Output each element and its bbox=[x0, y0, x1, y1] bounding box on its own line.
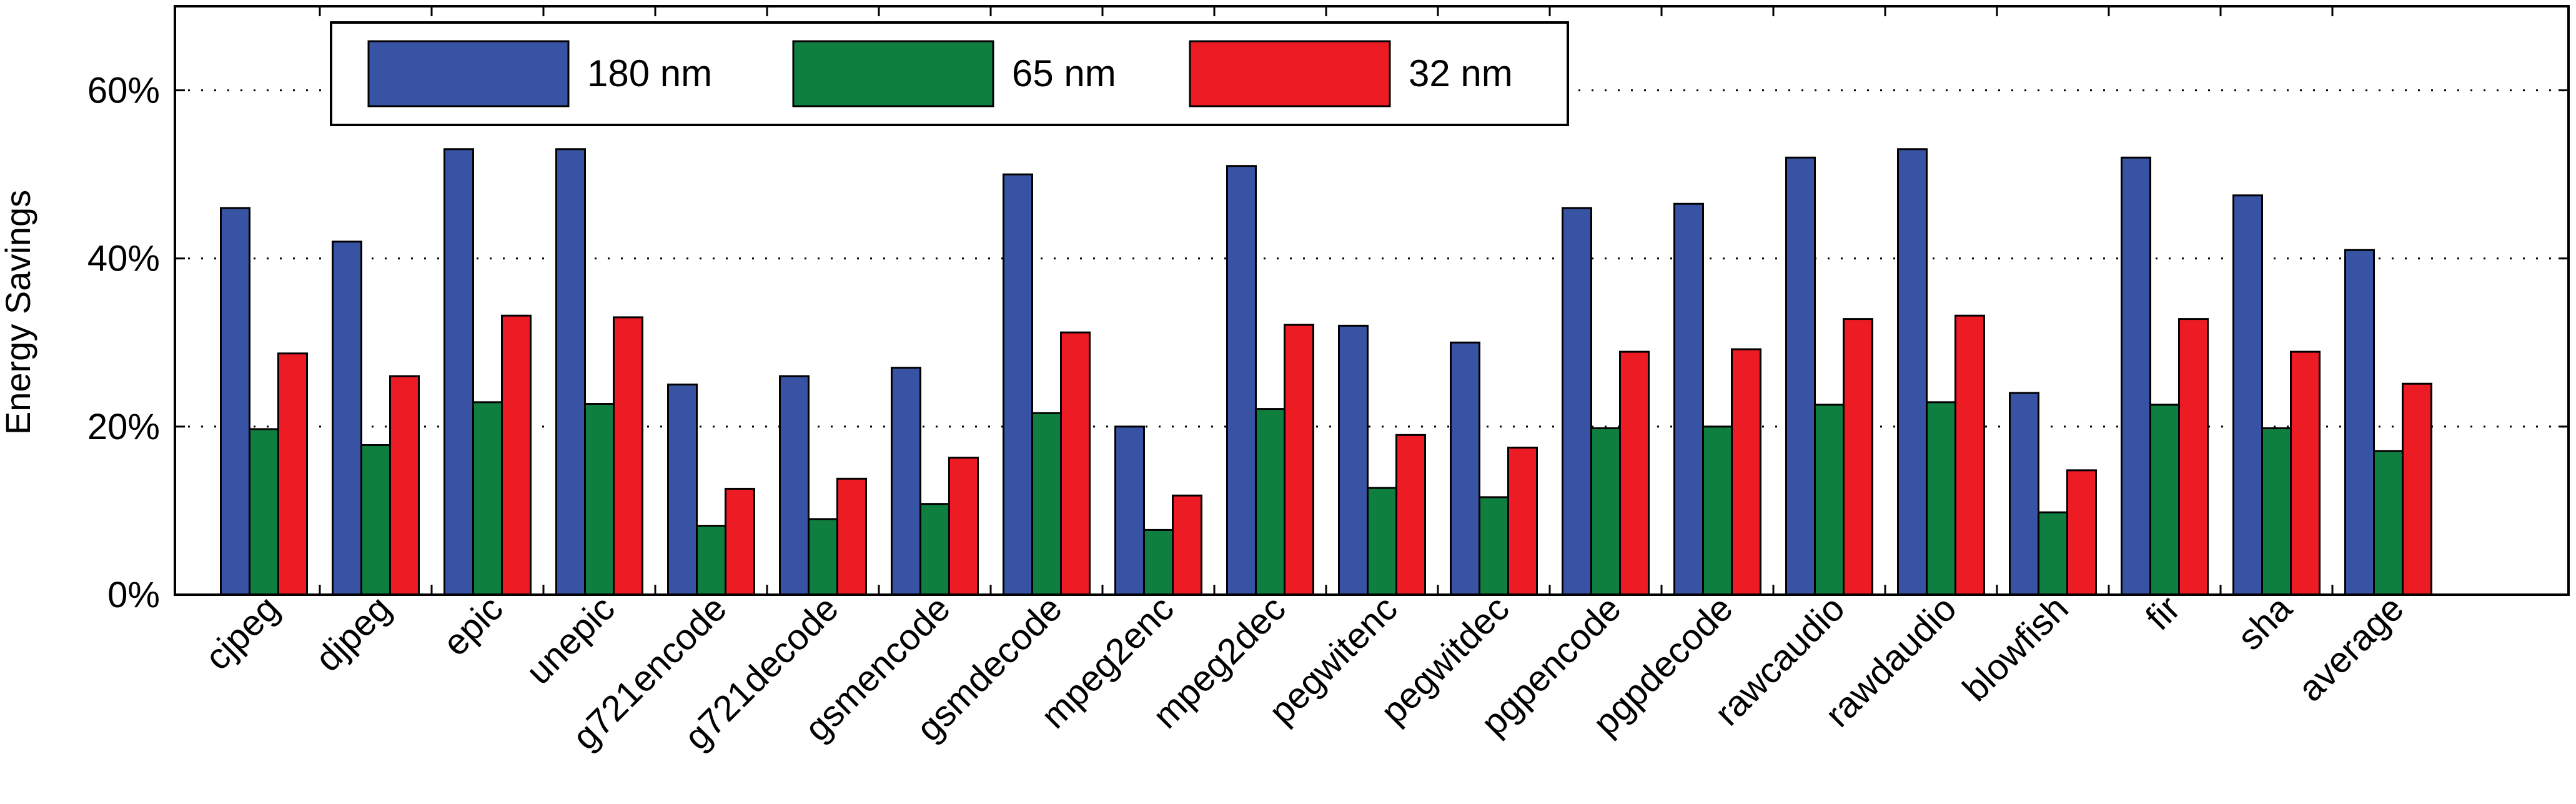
bar-pgpdecode-65nm bbox=[1702, 425, 1733, 596]
x-axis-ticks bbox=[319, 6, 2334, 595]
bar-g721encode-180nm bbox=[667, 384, 698, 596]
bar-pegwitenc-65nm bbox=[1367, 487, 1397, 596]
x-axis-tick-labels: cjpeg djpeg epic unepicg721encodeg721decode… bbox=[197, 588, 2412, 758]
bar-gsmdecode-65nm bbox=[1031, 412, 1062, 596]
bar-g721decode-65nm bbox=[808, 518, 838, 596]
x-tick-label: sha bbox=[2230, 588, 2301, 658]
bar-gsmencode-32nm bbox=[948, 457, 979, 596]
y-tick-label: 40% bbox=[87, 239, 160, 279]
bar-djpeg-65nm bbox=[360, 444, 391, 596]
bar-g721encode-32nm bbox=[725, 487, 755, 596]
bar-mpeg2enc-65nm bbox=[1143, 529, 1174, 596]
bar-pegwitenc-180nm bbox=[1338, 324, 1369, 596]
bar-fir-65nm bbox=[2149, 404, 2180, 596]
bar-g721decode-32nm bbox=[836, 477, 867, 596]
bar-epic-32nm bbox=[501, 314, 532, 596]
x-tick-label: average bbox=[2291, 588, 2412, 709]
bar-mpeg2enc-180nm bbox=[1114, 425, 1145, 596]
legend-label: 32 nm bbox=[1409, 52, 1513, 94]
bar-gsmdecode-180nm bbox=[1003, 173, 1033, 596]
bar-pgpencode-32nm bbox=[1619, 350, 1650, 596]
bar-mpeg2dec-180nm bbox=[1226, 165, 1257, 596]
bar-unepic-65nm bbox=[584, 403, 615, 596]
bar-pegwitenc-32nm bbox=[1395, 434, 1426, 596]
bar-average-32nm bbox=[2402, 382, 2432, 596]
bar-sha-65nm bbox=[2261, 427, 2292, 596]
bar-blowfish-65nm bbox=[2038, 511, 2068, 596]
bar-sha-32nm bbox=[2290, 350, 2321, 596]
bar-fir-180nm bbox=[2121, 156, 2151, 596]
y-axis-label: Energy Savings bbox=[0, 190, 37, 435]
bar-rawcaudio-32nm bbox=[1843, 318, 1873, 596]
y-axis-ticks: 0% 20% 40% 60% bbox=[87, 71, 2569, 615]
bar-blowfish-180nm bbox=[2009, 392, 2039, 596]
gridlines bbox=[175, 89, 2569, 428]
bar-g721decode-180nm bbox=[779, 375, 810, 596]
legend-label: 180 nm bbox=[587, 52, 712, 94]
bar-cjpeg-32nm bbox=[277, 352, 308, 596]
bar-mpeg2enc-32nm bbox=[1172, 494, 1202, 596]
bar-pegwitdec-65nm bbox=[1479, 496, 1509, 596]
x-tick-label: cjpeg bbox=[197, 588, 287, 678]
legend-swatch bbox=[1189, 40, 1391, 107]
legend-swatch bbox=[792, 40, 994, 107]
y-tick-label: 20% bbox=[87, 407, 160, 447]
bar-djpeg-32nm bbox=[389, 375, 420, 596]
bar-gsmdecode-32nm bbox=[1060, 331, 1091, 596]
bar-blowfish-32nm bbox=[2066, 469, 2097, 596]
bar-epic-65nm bbox=[472, 401, 503, 596]
bar-rawdaudio-180nm bbox=[1897, 148, 1928, 596]
bar-pgpdecode-32nm bbox=[1731, 348, 1761, 596]
bar-gsmencode-180nm bbox=[891, 367, 921, 596]
x-tick-label: unepic bbox=[518, 588, 623, 692]
bar-djpeg-180nm bbox=[332, 241, 362, 596]
bar-g721encode-65nm bbox=[696, 525, 726, 596]
bar-unepic-180nm bbox=[555, 148, 586, 596]
bar-pgpdecode-180nm bbox=[1673, 202, 1704, 596]
bar-gsmencode-65nm bbox=[919, 503, 950, 596]
bar-epic-180nm bbox=[443, 148, 474, 596]
x-tick-label: epic bbox=[435, 588, 510, 663]
bar-cjpeg-65nm bbox=[249, 428, 279, 596]
plot-frame bbox=[174, 5, 2570, 596]
bar-mpeg2dec-65nm bbox=[1255, 408, 1286, 596]
bar-mpeg2dec-32nm bbox=[1284, 324, 1314, 596]
bar-average-180nm bbox=[2344, 249, 2375, 596]
bar-sha-180nm bbox=[2232, 194, 2263, 596]
bar-average-65nm bbox=[2373, 450, 2404, 596]
bar-pegwitdec-180nm bbox=[1450, 341, 1480, 596]
bar-rawcaudio-180nm bbox=[1785, 156, 1816, 596]
y-tick-label: 60% bbox=[87, 71, 160, 111]
bar-fir-32nm bbox=[2178, 318, 2209, 596]
legend: 180 nm 65 nm 32 nm bbox=[330, 21, 1569, 126]
bar-rawdaudio-32nm bbox=[1954, 314, 1985, 596]
x-tick-label: blowfish bbox=[1955, 588, 2076, 709]
bar-rawdaudio-65nm bbox=[1926, 401, 1956, 596]
legend-label: 65 nm bbox=[1012, 52, 1116, 94]
bar-cjpeg-180nm bbox=[220, 207, 250, 596]
bar-pgpencode-65nm bbox=[1590, 427, 1621, 596]
bar-rawcaudio-65nm bbox=[1814, 404, 1845, 596]
bar-pegwitdec-32nm bbox=[1507, 447, 1538, 596]
legend-swatch bbox=[367, 40, 570, 107]
bar-unepic-32nm bbox=[613, 316, 643, 596]
bar-pgpencode-180nm bbox=[1562, 207, 1592, 596]
y-tick-label: 0% bbox=[107, 575, 160, 615]
bars bbox=[220, 148, 2432, 596]
x-tick-label: djpeg bbox=[307, 588, 399, 679]
